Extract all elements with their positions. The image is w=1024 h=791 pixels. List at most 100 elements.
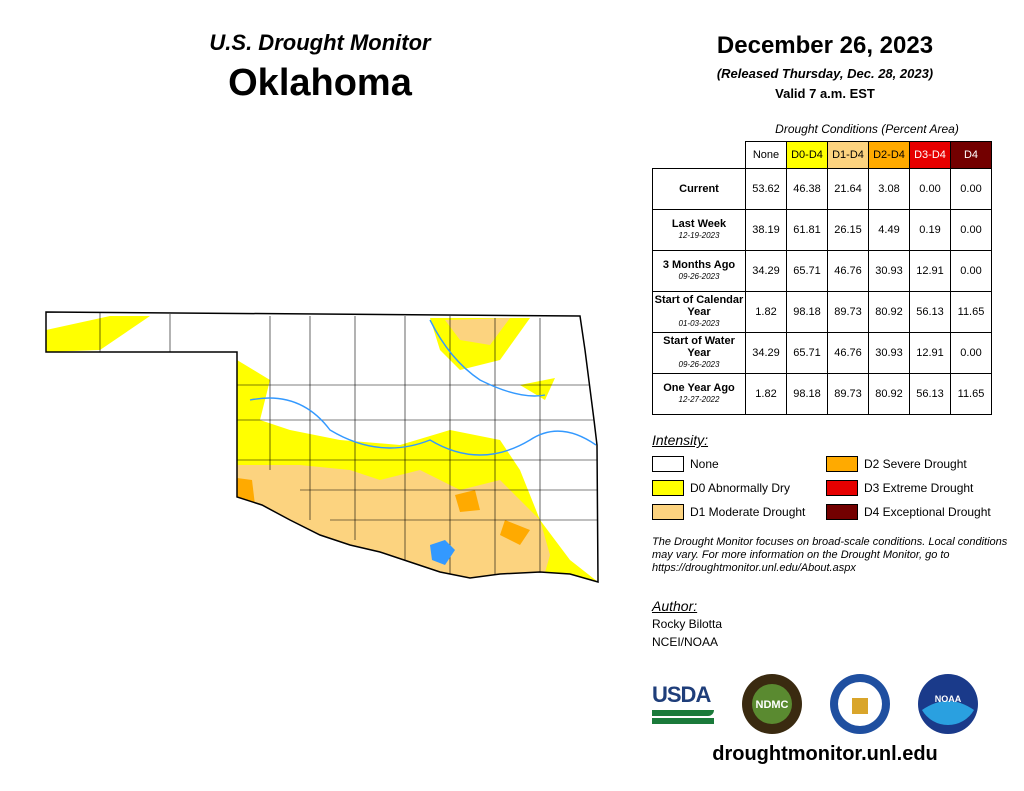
disclaimer-note: The Drought Monitor focuses on broad-sca… xyxy=(652,536,1008,574)
cell-value: 65.71 xyxy=(786,332,828,374)
row-label-text: One Year Ago xyxy=(663,382,735,394)
cell-value: 30.93 xyxy=(868,250,910,292)
cell-value: 89.73 xyxy=(827,373,869,415)
d0-area xyxy=(520,378,555,400)
row-label: Last Week 12-19-2023 xyxy=(652,209,746,251)
row-date: 09-26-2023 xyxy=(678,272,720,281)
legend-swatch xyxy=(826,504,858,520)
cell-value: 65.71 xyxy=(786,250,828,292)
cell-value: 38.19 xyxy=(745,209,787,251)
table-row: 3 Months Ago 09-26-2023 34.29 65.71 46.76 30.… xyxy=(652,250,992,292)
oklahoma-map xyxy=(45,311,599,583)
legend-swatch xyxy=(826,456,858,472)
cell-value: 11.65 xyxy=(950,373,992,415)
cell-value: 0.00 xyxy=(950,209,992,251)
cell-value: 80.92 xyxy=(868,291,910,333)
cell-value: 1.82 xyxy=(745,373,787,415)
cell-value: 11.65 xyxy=(950,291,992,333)
drought-conditions-table: None D0-D4 D1-D4 D2-D4 D3-D4 D4 Current 5… xyxy=(652,141,992,415)
cell-value: 0.00 xyxy=(950,168,992,210)
cell-value: 56.13 xyxy=(909,373,951,415)
legend-label: D1 Moderate Drought xyxy=(690,505,806,519)
svg-text:NOAA: NOAA xyxy=(935,694,962,704)
row-date: 09-26-2023 xyxy=(678,360,720,369)
d2-area xyxy=(455,490,480,512)
legend-label: D0 Abnormally Dry xyxy=(690,481,791,495)
cell-value: 1.82 xyxy=(745,291,787,333)
svg-text:NDMC: NDMC xyxy=(756,699,789,711)
col-d0-d4: D0-D4 xyxy=(786,141,828,169)
cell-value: 3.08 xyxy=(868,168,910,210)
cell-value: 12.91 xyxy=(909,250,951,292)
cell-value: 46.76 xyxy=(827,332,869,374)
author-org: NCEI/NOAA xyxy=(652,635,719,649)
row-date: 12-27-2022 xyxy=(678,395,720,404)
ndmc-logo: NDMC xyxy=(742,674,802,734)
legend-label: None xyxy=(690,457,719,471)
row-label-text: Current xyxy=(679,183,719,195)
river xyxy=(249,397,597,456)
cell-value: 30.93 xyxy=(868,332,910,374)
usda-logo: USDA xyxy=(652,682,714,726)
author-title: Author: xyxy=(652,598,698,614)
doc-logo xyxy=(830,674,890,734)
row-label-text: Start of Calendar Year xyxy=(654,294,744,318)
cell-value: 34.29 xyxy=(745,332,787,374)
release-date: (Released Thursday, Dec. 28, 2023) xyxy=(716,66,934,81)
cell-value: 4.49 xyxy=(868,209,910,251)
row-date: 01-03-2023 xyxy=(678,319,720,328)
col-d4: D4 xyxy=(950,141,992,169)
table-row: Start of Water Year 09-26-2023 34.29 65.71 4… xyxy=(652,332,992,374)
map-date: December 26, 2023 xyxy=(716,32,934,59)
d1-area xyxy=(445,318,510,345)
legend-swatch xyxy=(652,480,684,496)
legend-swatch xyxy=(652,456,684,472)
table-row: Current 53.62 46.38 21.64 3.08 0.00 0.00 xyxy=(652,168,992,210)
valid-time: Valid 7 a.m. EST xyxy=(775,86,875,101)
d0-area xyxy=(46,316,150,352)
state-outline xyxy=(45,311,599,583)
col-d1-d4: D1-D4 xyxy=(827,141,869,169)
cell-value: 46.38 xyxy=(786,168,828,210)
legend-label: D4 Exceptional Drought xyxy=(864,505,991,519)
cell-value: 98.18 xyxy=(786,291,828,333)
cell-value: 56.13 xyxy=(909,291,951,333)
table-row: One Year Ago 12-27-2022 1.82 98.18 89.73 80.9… xyxy=(652,373,992,415)
row-label: 3 Months Ago 09-26-2023 xyxy=(652,250,746,292)
state-title: Oklahoma xyxy=(228,62,412,104)
row-label-text: 3 Months Ago xyxy=(662,259,736,271)
cell-value: 26.15 xyxy=(827,209,869,251)
cell-value: 0.00 xyxy=(950,250,992,292)
row-date: 12-19-2023 xyxy=(678,231,720,240)
lake-texoma xyxy=(430,540,455,565)
cell-value: 34.29 xyxy=(745,250,787,292)
cell-value: 0.00 xyxy=(950,332,992,374)
legend-label: D3 Extreme Drought xyxy=(864,481,974,495)
website-url[interactable]: droughtmonitor.unl.edu xyxy=(712,743,938,765)
noaa-logo: NOAA xyxy=(918,674,978,734)
table-caption: Drought Conditions (Percent Area) xyxy=(775,122,959,136)
author-block: Author: Rocky Bilotta NCEI/NOAA xyxy=(652,598,722,649)
cell-value: 46.76 xyxy=(827,250,869,292)
legend-swatch xyxy=(652,504,684,520)
legend-title: Intensity: xyxy=(652,432,709,448)
county-lines xyxy=(99,312,597,575)
row-label: Start of Calendar Year 01-03-2023 xyxy=(652,291,746,333)
cell-value: 21.64 xyxy=(827,168,869,210)
row-label: One Year Ago 12-27-2022 xyxy=(652,373,746,415)
col-none: None xyxy=(745,141,787,169)
cell-value: 53.62 xyxy=(745,168,787,210)
cell-value: 61.81 xyxy=(786,209,828,251)
series-title: U.S. Drought Monitor xyxy=(209,30,431,55)
cell-value: 0.00 xyxy=(909,168,951,210)
d2-area xyxy=(500,520,530,545)
table-row: Last Week 12-19-2023 38.19 61.81 26.15 4.49 0.… xyxy=(652,209,992,251)
cell-value: 80.92 xyxy=(868,373,910,415)
col-d2-d4: D2-D4 xyxy=(868,141,910,169)
cell-value: 12.91 xyxy=(909,332,951,374)
row-label: Current xyxy=(652,168,746,210)
author-name: Rocky Bilotta xyxy=(652,617,723,631)
table-row: Start of Calendar Year 01-03-2023 1.82 98.1… xyxy=(652,291,992,333)
cell-value: 98.18 xyxy=(786,373,828,415)
